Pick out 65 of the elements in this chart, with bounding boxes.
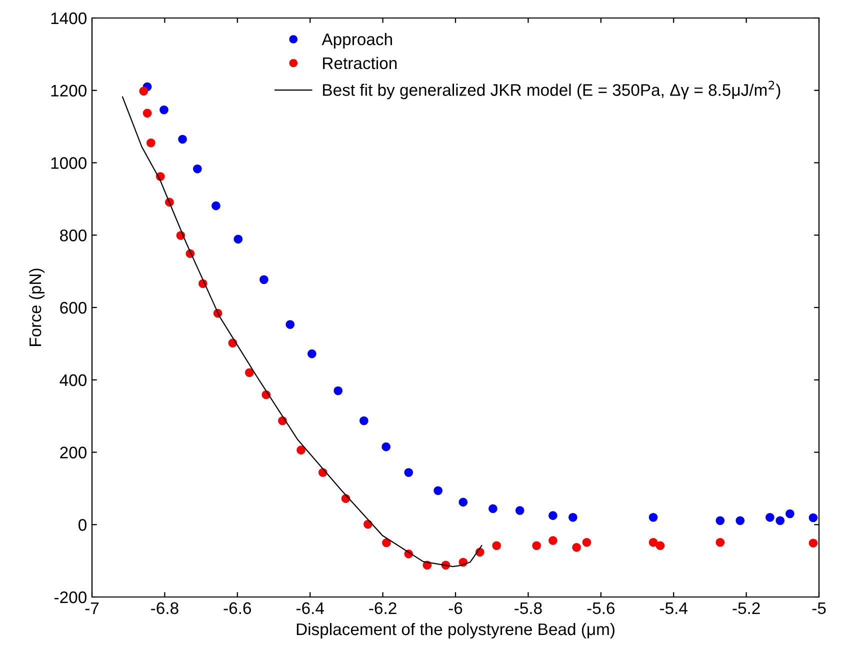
point bbox=[146, 138, 156, 148]
x-tick-label: -6.2 bbox=[369, 602, 396, 614]
point bbox=[716, 538, 725, 547]
point bbox=[308, 349, 316, 358]
point bbox=[160, 106, 168, 114]
point bbox=[492, 541, 501, 550]
point bbox=[532, 541, 541, 550]
point bbox=[572, 543, 581, 552]
x-tick-label: -6.6 bbox=[224, 602, 252, 614]
point bbox=[193, 164, 202, 174]
y-tick-label: -200 bbox=[54, 591, 86, 604]
point bbox=[458, 498, 468, 507]
x-axis-title: Displacement of the polystyrene Bead (μm) bbox=[296, 622, 614, 638]
point bbox=[245, 368, 254, 378]
point bbox=[786, 509, 794, 518]
point bbox=[404, 468, 413, 477]
point bbox=[582, 538, 592, 547]
point bbox=[736, 516, 745, 526]
y-tick-label: 600 bbox=[60, 302, 86, 314]
point bbox=[296, 446, 306, 454]
point bbox=[488, 504, 498, 514]
x-tick-label: -5.8 bbox=[514, 602, 542, 614]
point bbox=[548, 511, 558, 520]
point bbox=[142, 108, 152, 118]
point bbox=[382, 538, 391, 548]
point bbox=[656, 541, 665, 550]
x-tick-label: -5 bbox=[812, 602, 826, 614]
legend-label: Retraction bbox=[323, 56, 397, 70]
point bbox=[648, 512, 658, 522]
y-tick-label: 1000 bbox=[51, 157, 86, 169]
point bbox=[776, 516, 784, 526]
y-tick-label: 200 bbox=[60, 446, 86, 458]
point bbox=[212, 201, 220, 210]
x-tick-label: -6.8 bbox=[151, 602, 178, 614]
x-tick-label: -5.4 bbox=[660, 602, 688, 614]
x-tick-label: -6.4 bbox=[296, 602, 324, 614]
point bbox=[260, 275, 268, 284]
point bbox=[568, 512, 578, 522]
x-tick-label: -5.6 bbox=[587, 602, 615, 614]
point bbox=[139, 86, 148, 96]
point bbox=[716, 516, 725, 526]
legend-label: Best fit by generalized JKR model (E = 350Pa, Δγ = 8.5μJ/m$^{2}$) bbox=[323, 80, 780, 100]
point bbox=[178, 134, 187, 144]
x-tick-label: -5.2 bbox=[732, 602, 760, 614]
point bbox=[234, 234, 243, 244]
point bbox=[766, 512, 774, 522]
y-axis-title: Force (pN) bbox=[28, 268, 45, 346]
y-tick-label: 1400 bbox=[51, 12, 86, 24]
x-tick-label: -6 bbox=[448, 602, 462, 614]
x-tick-label: -7 bbox=[85, 602, 99, 614]
y-tick-label: 400 bbox=[60, 374, 86, 386]
legend-label: Approach bbox=[322, 33, 392, 49]
point bbox=[548, 536, 558, 545]
y-tick-label: 800 bbox=[60, 230, 86, 242]
point bbox=[434, 486, 442, 495]
y-tick-label: 1200 bbox=[51, 84, 86, 97]
point bbox=[286, 320, 294, 329]
point bbox=[808, 538, 818, 548]
point bbox=[382, 442, 390, 452]
y-tick-label: 0 bbox=[78, 519, 86, 531]
point bbox=[515, 506, 524, 515]
point bbox=[648, 538, 658, 547]
point bbox=[808, 513, 818, 522]
point bbox=[334, 386, 342, 396]
point bbox=[360, 416, 368, 426]
